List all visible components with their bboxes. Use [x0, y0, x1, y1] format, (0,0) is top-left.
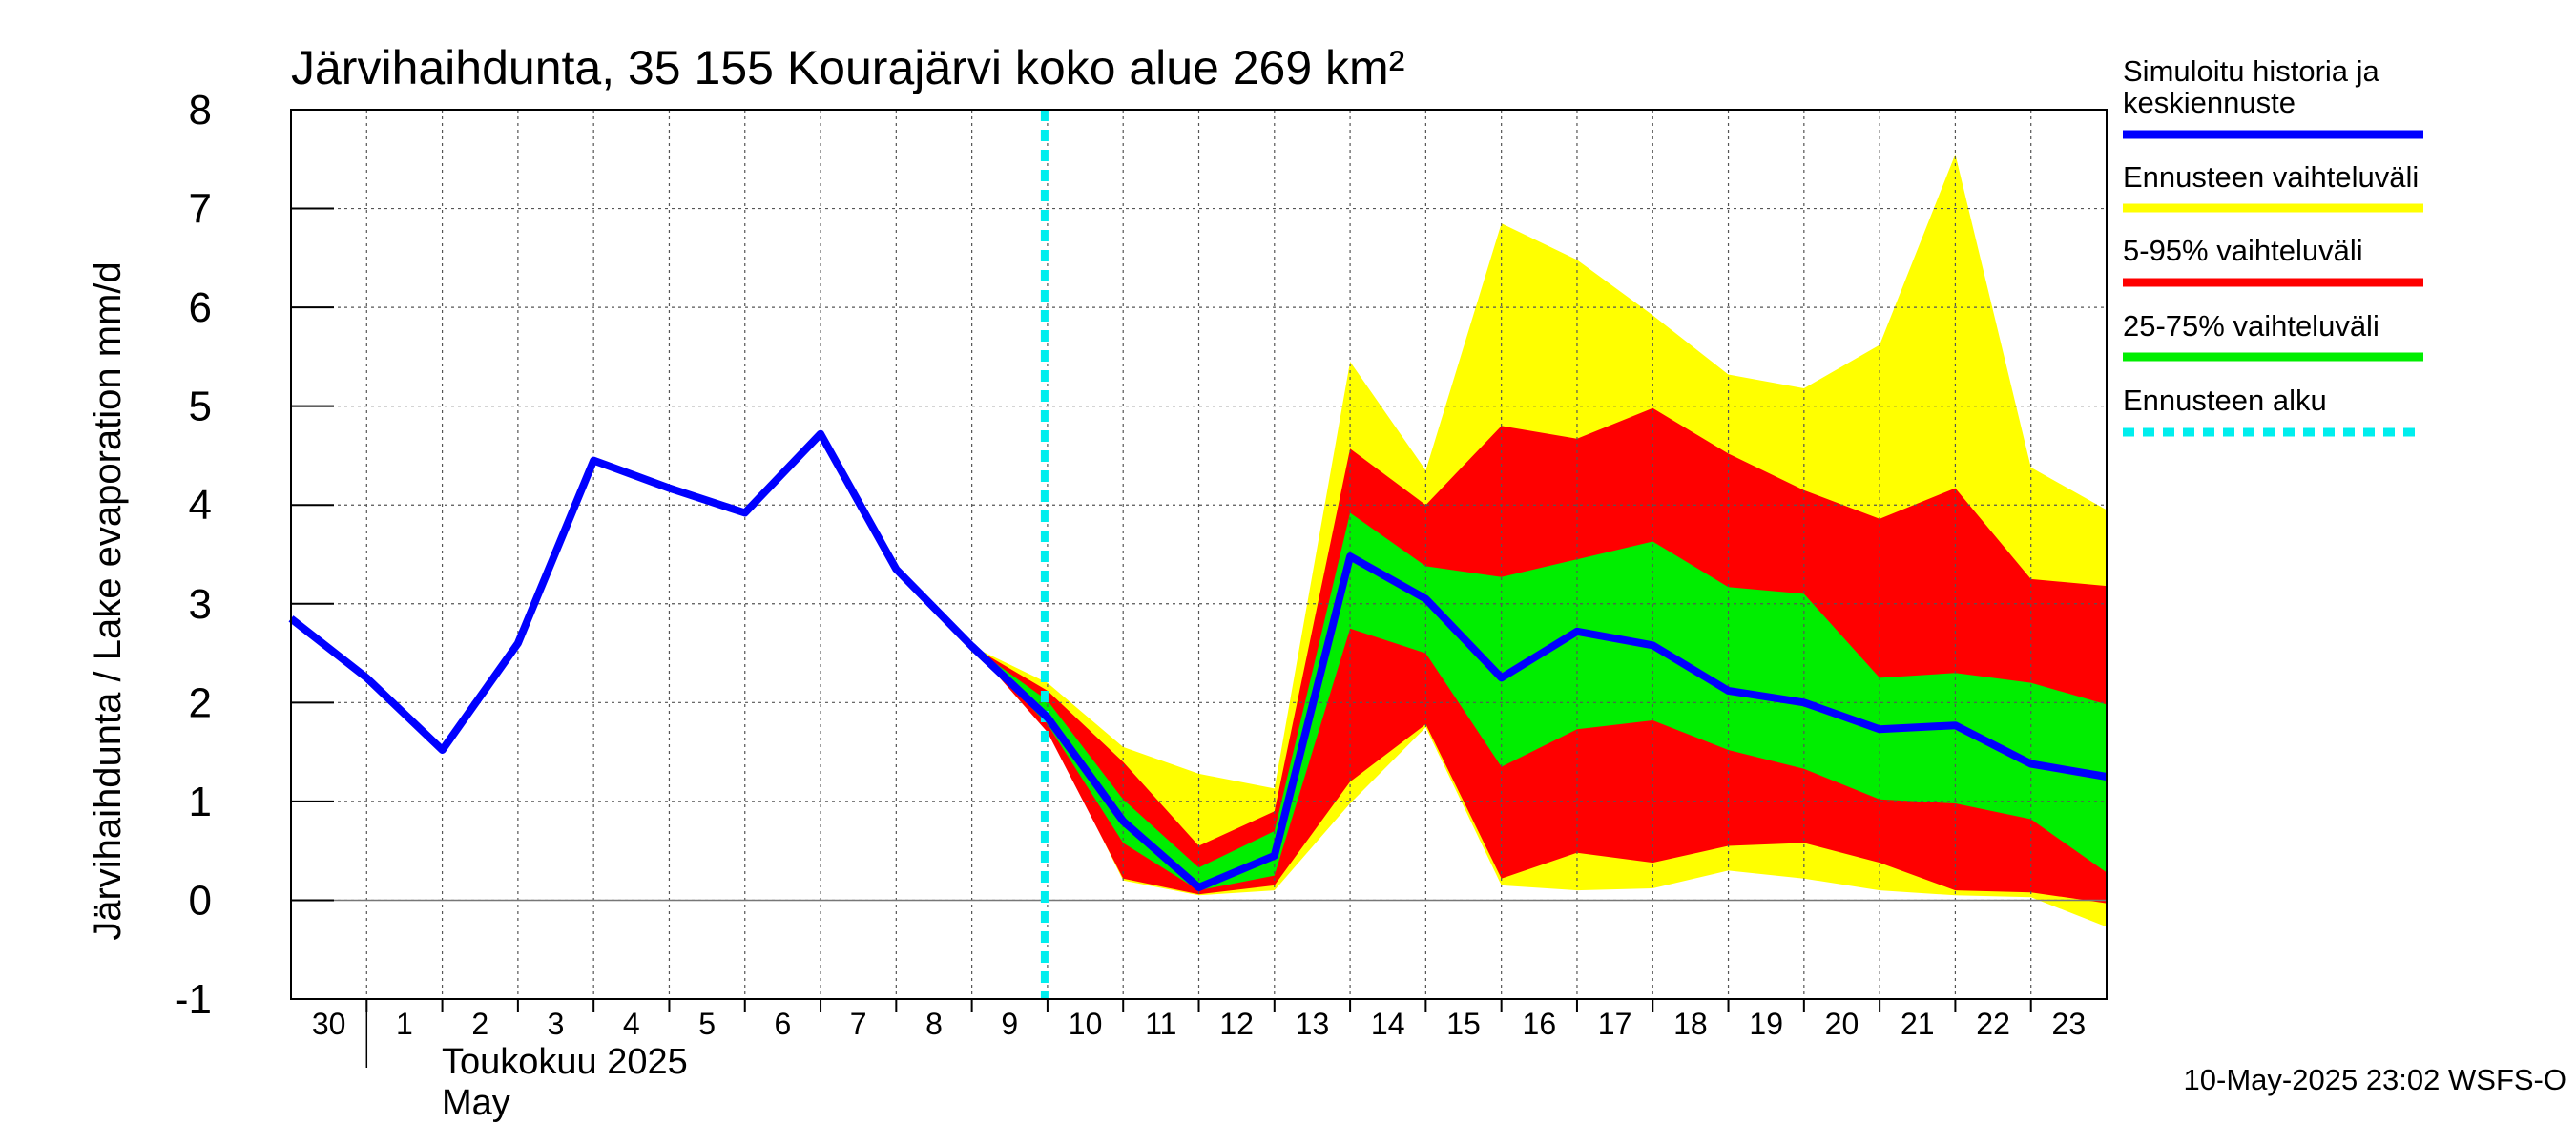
legend-label: 5-95% vaihteluväli	[2123, 234, 2363, 267]
x-tick-label: 9	[1001, 1007, 1018, 1041]
x-tick-label: 30	[312, 1007, 346, 1041]
x-tick-label: 1	[396, 1007, 413, 1041]
plot-area	[288, 109, 2108, 1000]
x-tick-label: 3	[548, 1007, 565, 1041]
x-tick-label: 7	[850, 1007, 867, 1041]
band-3	[971, 512, 2107, 891]
x-axis: 30 1 2 3 4 5 6 7 8 9 10 11 12 13 14 15 16 17 18 19 20 21 22 23	[312, 999, 2086, 1068]
x-tick-label: 11	[1145, 1007, 1176, 1041]
y-axis-label-group: Järvihaihdunta / Lake evaporation mm/d	[87, 261, 129, 941]
y-tick-label: 2	[189, 679, 212, 726]
x-tick-label: 14	[1371, 1007, 1405, 1041]
y-tick-label: 5	[189, 384, 212, 430]
y-tick-label: 0	[189, 877, 212, 924]
x-tick-label: 17	[1598, 1007, 1632, 1041]
y-tick-label: 4	[189, 482, 212, 529]
y-tick-label: 3	[189, 581, 212, 628]
y-axis-label: Järvihaihdunta / Lake evaporation mm/d	[87, 261, 129, 941]
chart-title: Järvihaihdunta, 35 155 Kourajärvi koko a…	[291, 41, 1404, 94]
x-tick-label: 10	[1069, 1007, 1103, 1041]
y-tick-label: 8	[189, 87, 212, 134]
x-tick-label: 6	[774, 1007, 791, 1041]
median-forecast-line	[968, 552, 2108, 891]
y-axis: -1 0 1 2 3 4 5 6 7 8	[175, 87, 334, 1023]
y-tick-label: 7	[189, 186, 212, 233]
x-tick-label: 8	[925, 1007, 943, 1041]
y-tick-label: 6	[189, 284, 212, 331]
y-tick-label: -1	[175, 976, 212, 1023]
x-tick-label: 5	[698, 1007, 716, 1041]
x-tick-label: 19	[1749, 1007, 1783, 1041]
x-tick-label: 16	[1523, 1007, 1557, 1041]
month-label-en: May	[442, 1083, 510, 1123]
x-tick-label: 4	[623, 1007, 640, 1041]
legend-label: 25-75% vaihteluväli	[2123, 309, 2379, 343]
legend-label-line2: keskiennuste	[2123, 86, 2296, 119]
x-tick-label: 23	[2052, 1007, 2087, 1041]
y-tick-label: 1	[189, 779, 212, 825]
legend-label: Ennusteen alku	[2123, 384, 2327, 417]
x-tick-label: 15	[1446, 1007, 1481, 1041]
legend-label: Ennusteen vaihteluväli	[2123, 160, 2419, 194]
legend-label: Simuloitu historia ja	[2123, 54, 2380, 88]
x-tick-label: 20	[1825, 1007, 1859, 1041]
history-line	[288, 429, 1050, 754]
x-tick-label: 21	[1901, 1007, 1935, 1041]
month-label-fi: Toukokuu 2025	[442, 1042, 688, 1082]
x-tick-label: 13	[1296, 1007, 1330, 1041]
footer-timestamp: 10-May-2025 23:02 WSFS-O	[2184, 1063, 2566, 1096]
x-tick-label: 12	[1219, 1007, 1254, 1041]
x-tick-label: 18	[1673, 1007, 1708, 1041]
x-tick-label: 22	[1976, 1007, 2010, 1041]
x-tick-label: 2	[471, 1007, 488, 1041]
